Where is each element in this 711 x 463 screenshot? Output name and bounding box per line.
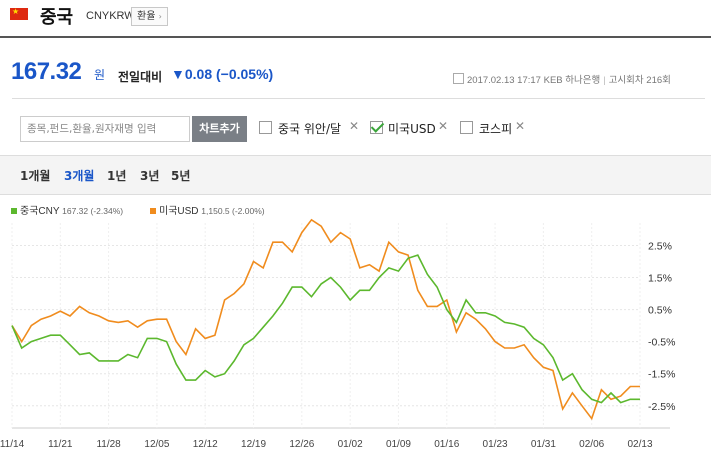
x-tick-label: 02/13	[627, 439, 652, 450]
x-tick-label: 01/16	[434, 439, 459, 450]
legend-cny: 중국CNY 167.32 (-2.34%)	[11, 202, 123, 217]
prev-day-label: 전일대비	[118, 70, 163, 84]
series-line-cny	[11, 254, 640, 404]
checkbox-usd[interactable]	[370, 121, 383, 134]
price-change: ▼0.08 (−0.05%)	[171, 66, 274, 82]
info-separator: |	[603, 75, 606, 86]
remove-usd-icon[interactable]: ✕	[438, 119, 449, 133]
exchange-button[interactable]: 환율 ›	[131, 7, 168, 26]
x-tick-label: 01/23	[483, 439, 508, 450]
x-tick-label: 02/06	[579, 439, 604, 450]
tab-5year[interactable]: 5년	[171, 169, 191, 183]
add-chart-button[interactable]: 차트추가	[192, 116, 247, 142]
y-tick-label: 1.5%	[648, 273, 672, 285]
tab-1year[interactable]: 1년	[107, 169, 127, 183]
legend-usd-swatch	[150, 208, 156, 214]
checkbox-kospi[interactable]	[460, 121, 473, 134]
checkbox-cny-usd[interactable]	[259, 121, 272, 134]
x-tick-label: 12/12	[193, 439, 218, 450]
legend-cny-name: 중국CNY	[20, 206, 60, 217]
tab-3month[interactable]: 3개월	[64, 169, 95, 183]
exchange-button-label: 환율	[137, 11, 156, 22]
checkbox-usd-label: 미국USD	[388, 122, 436, 136]
legend-cny-detail: 167.32 (-2.34%)	[62, 206, 124, 216]
chevron-right-icon: ›	[158, 12, 162, 21]
legend-usd-detail: 1,150.5 (-2.00%)	[201, 206, 265, 216]
legend-usd: 미국USD 1,150.5 (-2.00%)	[150, 202, 265, 217]
y-tick-label: 2.5%	[648, 240, 672, 252]
checkbox-kospi-label: 코스피	[479, 122, 513, 136]
checkbox-cny-usd-label: 중국 위안/달	[278, 122, 342, 136]
line-chart[interactable]: 2.5% 1.5% 0.5% -0.5% -1.5% -2.5% 11/14 11/21 11/…	[0, 215, 711, 463]
legend-usd-name: 미국USD	[159, 206, 199, 217]
y-tick-label: 0.5%	[648, 305, 672, 317]
legend-cny-swatch	[11, 208, 17, 214]
compare-area	[12, 98, 705, 155]
series-line-usd	[11, 218, 640, 421]
calendar-icon	[453, 73, 464, 84]
china-flag-icon: ★	[10, 7, 28, 20]
x-tick-label: 11/28	[96, 439, 121, 450]
x-tick-label: 01/09	[386, 439, 411, 450]
x-tick-label: 11/21	[48, 439, 73, 450]
x-tick-label: 01/31	[531, 439, 556, 450]
x-tick-label: 12/26	[289, 439, 314, 450]
x-tick-label: 11/14	[0, 439, 25, 450]
quote-info: 2017.02.13 17:17 KEB 하나은행 | 고시회차 216회	[453, 72, 671, 86]
y-tick-label: -2.5%	[648, 401, 675, 413]
tab-3year[interactable]: 3년	[140, 169, 160, 183]
y-tick-label: -0.5%	[648, 337, 675, 349]
remove-cny-usd-icon[interactable]: ✕	[349, 119, 360, 133]
period-bar	[0, 155, 711, 195]
x-tick-label: 12/19	[241, 439, 266, 450]
y-tick-label: -1.5%	[648, 369, 675, 381]
notice-round: 고시회차 216회	[608, 75, 671, 86]
x-tick-label: 01/02	[338, 439, 363, 450]
compare-search-input[interactable]: 종목,펀드,환율,원자재명 입력	[20, 116, 190, 142]
header-divider	[0, 36, 711, 38]
remove-kospi-icon[interactable]: ✕	[515, 119, 526, 133]
currency-code: CNYKRW	[86, 10, 135, 22]
tab-1month[interactable]: 1개월	[20, 169, 51, 183]
quote-datetime: 2017.02.13 17:17	[467, 75, 541, 86]
country-name: 중국	[40, 7, 74, 28]
current-price: 167.32	[11, 58, 82, 85]
bank-name: KEB 하나은행	[543, 75, 601, 86]
x-tick-label: 12/05	[144, 439, 169, 450]
price-unit: 원	[94, 68, 106, 82]
